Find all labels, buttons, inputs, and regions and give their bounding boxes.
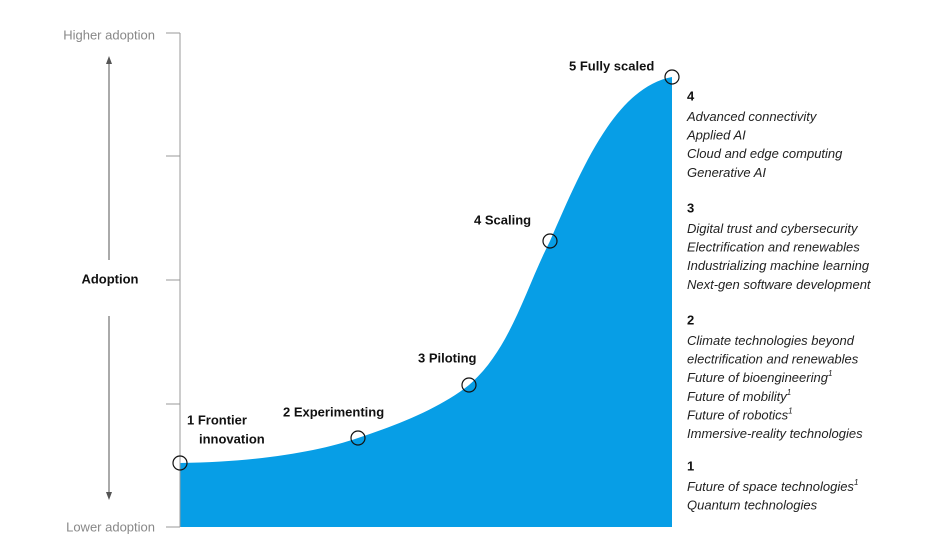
top-label: Higher adoption [63, 27, 155, 42]
item-text: Advanced connectivity [686, 109, 818, 124]
stage-marker [664, 69, 680, 85]
footnote-mark: 1 [787, 388, 791, 397]
technology-item: Digital trust and cybersecurity [687, 221, 859, 236]
stage-marker [172, 455, 188, 471]
item-text: Future of mobility [687, 389, 788, 404]
item-text: Electrification and renewables [687, 240, 860, 255]
item-text: Future of space technologies [687, 479, 854, 494]
technology-item: Electrification and renewables [687, 240, 860, 255]
technology-item: Climate technologies beyond [687, 333, 855, 348]
item-text: Cloud and edge computing [687, 147, 843, 162]
item-text: electrification and renewables [687, 352, 859, 367]
item-text: Future of bioengineering [687, 371, 829, 386]
technology-item: Industrializing machine learning [687, 259, 870, 274]
technology-item: Quantum technologies [687, 498, 818, 513]
item-text: Next-gen software development [687, 277, 872, 292]
item-text: Quantum technologies [687, 498, 818, 513]
stage-label: innovation [199, 431, 265, 446]
technology-item: Generative AI [687, 165, 766, 180]
item-text: Climate technologies beyond [687, 333, 855, 348]
technology-item: Future of robotics1 [687, 407, 793, 423]
axis-title: Adoption [81, 271, 138, 286]
axis-ticks [166, 32, 180, 528]
group-heading: 1 [687, 458, 694, 473]
adoption-curve-area [180, 77, 672, 527]
technology-item: Advanced connectivity [686, 109, 818, 124]
stage-label: 2 Experimenting [283, 404, 384, 419]
technology-item: Future of space technologies1 [687, 478, 858, 494]
group-heading: 2 [687, 312, 694, 327]
footnote-mark: 1 [788, 407, 792, 416]
technology-item: electrification and renewables [687, 352, 859, 367]
group-heading: 4 [687, 88, 695, 103]
item-text: Future of robotics [687, 408, 789, 423]
technology-item: Applied AI [686, 128, 746, 143]
item-text: Applied AI [686, 128, 746, 143]
item-text: Industrializing machine learning [687, 259, 870, 274]
stage-label: 3 Piloting [418, 350, 477, 365]
stage-label: 4 Scaling [474, 212, 531, 227]
footnote-mark: 1 [854, 478, 858, 487]
stage-marker [542, 233, 558, 249]
stage-label: 5 Fully scaled [569, 58, 654, 73]
technology-item: Future of mobility1 [687, 388, 791, 404]
bottom-label: Lower adoption [66, 519, 155, 534]
item-text: Generative AI [687, 165, 766, 180]
footnote-mark: 1 [828, 369, 832, 378]
technology-item: Immersive-reality technologies [687, 426, 863, 441]
technology-item: Future of bioengineering1 [687, 369, 832, 385]
stage-marker [461, 377, 477, 393]
stage-marker [350, 430, 366, 446]
technology-item: Next-gen software development [687, 277, 872, 292]
group-heading: 3 [687, 200, 694, 215]
item-text: Digital trust and cybersecurity [687, 221, 859, 236]
stage-label: 1 Frontier [187, 412, 247, 427]
technology-item: Cloud and edge computing [687, 147, 843, 162]
item-text: Immersive-reality technologies [687, 426, 863, 441]
